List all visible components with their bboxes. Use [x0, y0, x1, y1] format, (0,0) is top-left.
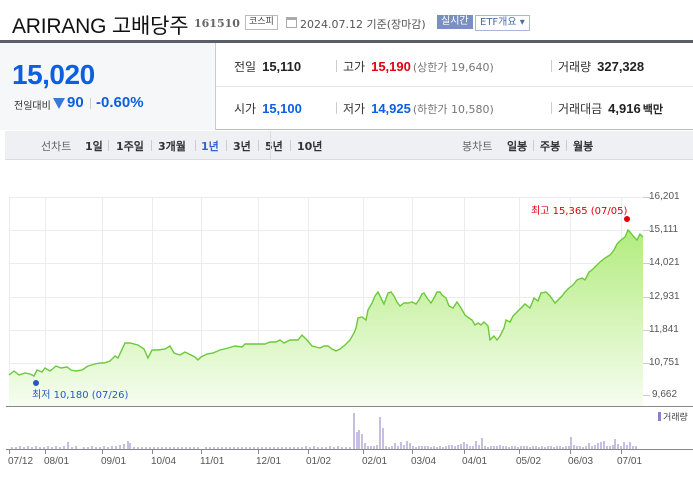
calendar-clock-icon: [286, 17, 297, 28]
price-line: [8, 228, 644, 377]
trade-amount: 거래대금 4,916 백만: [558, 100, 663, 117]
etf-overview-dropdown[interactable]: ETF개요 ▾: [475, 15, 530, 31]
x-tick-label: 02/01: [362, 456, 388, 467]
y-tick-label: 14,021: [649, 257, 680, 268]
chart-period-bar: 선차트 1일 1주일 3개월 1년 3년 5년 10년 봉차트 일봉 주봉 월봉: [5, 131, 693, 160]
prev-close-value: 15,110: [262, 59, 302, 74]
divider: [551, 60, 552, 72]
y-tick-marks: [643, 197, 650, 396]
volume-legend: 거래량: [658, 410, 688, 423]
divider: [151, 140, 152, 151]
x-tick-label: 07/01: [617, 456, 643, 467]
price-area: [9, 230, 643, 406]
high-marker: [624, 216, 630, 222]
divider: [270, 131, 271, 160]
header-divider: [0, 40, 693, 43]
divider: [108, 140, 109, 151]
legend-swatch: [658, 412, 661, 421]
period-1d[interactable]: 1일: [85, 140, 103, 153]
triangle-down-icon: [53, 98, 65, 109]
lower-limit: (하한가 10,580): [412, 103, 494, 116]
realtime-button[interactable]: 실시간: [437, 15, 473, 29]
change-value: 90: [67, 94, 84, 111]
period-3y[interactable]: 3년: [233, 140, 251, 153]
high-value: 15,190: [371, 59, 411, 74]
low-label: 저가: [343, 102, 366, 116]
change-label: 전일대비: [14, 101, 51, 112]
candle-monthly[interactable]: 월봉: [573, 140, 594, 153]
x-tick-marks: [9, 449, 622, 454]
quote-panel: 15,020 전일대비 90 -0.60% 전일 15,110 시가 15,100 …: [0, 43, 693, 130]
current-price-box: 15,020 전일대비 90 -0.60%: [0, 43, 216, 130]
period-1w[interactable]: 1주일: [116, 140, 144, 153]
low-marker: [33, 380, 39, 386]
x-tick-label: 08/01: [44, 456, 70, 467]
open-value: 15,100: [262, 101, 302, 116]
divider: [195, 140, 196, 151]
x-tick-label: 03/04: [411, 456, 437, 467]
period-1y[interactable]: 1년: [201, 140, 219, 153]
low-annotation: 최저 10,180 (07/26): [32, 390, 129, 401]
x-tick-label: 05/02: [516, 456, 542, 467]
prev-close: 전일 15,110: [234, 58, 301, 75]
etf-code: 161510: [194, 17, 240, 30]
divider: [533, 140, 534, 151]
divider: [90, 98, 91, 109]
candle-weekly[interactable]: 주봉: [540, 140, 561, 153]
y-tick-label: 11,841: [649, 324, 679, 335]
amount-unit: 백만: [642, 103, 663, 116]
as-of-date: 2024.07.12 기준(장마감): [300, 18, 426, 31]
y-tick-label: 9,662: [652, 389, 678, 400]
open-label: 시가: [234, 102, 257, 116]
divider: [336, 102, 337, 114]
x-tick-label: 04/01: [462, 456, 488, 467]
market-badge: 코스피: [245, 15, 278, 30]
x-tick-label: 06/03: [568, 456, 594, 467]
candle-daily[interactable]: 일봉: [507, 140, 528, 153]
volume-label: 거래량: [558, 60, 592, 74]
divider: [226, 140, 227, 151]
divider: [551, 102, 552, 114]
high-annotation: 최고 15,365 (07/05): [531, 206, 628, 217]
current-price: 15,020: [12, 59, 95, 90]
high-label: 고가: [343, 60, 366, 74]
change-percent: -0.60%: [96, 94, 144, 111]
divider: [258, 140, 259, 151]
x-tick-label: 09/01: [101, 456, 127, 467]
volume-value: 327,328: [597, 59, 645, 74]
period-10y[interactable]: 10년: [297, 140, 323, 153]
period-3m[interactable]: 3개월: [158, 140, 186, 153]
prev-close-label: 전일: [234, 60, 257, 74]
period-5y[interactable]: 5년: [265, 140, 283, 153]
x-tick-label: 07/12: [8, 456, 34, 467]
price-chart[interactable]: 16,201 15,111 14,021 12,931 11,841 10,75…: [0, 160, 693, 477]
y-tick-label: 12,931: [649, 291, 680, 302]
y-tick-label: 10,751: [649, 357, 680, 368]
upper-limit: (상한가 19,640): [412, 61, 494, 74]
low-price: 저가 14,925 (하한가 10,580): [343, 100, 494, 117]
volume-legend-label: 거래량: [663, 413, 688, 423]
line-chart-label: 선차트: [41, 140, 72, 153]
divider: [336, 60, 337, 72]
candle-chart-label: 봉차트: [462, 140, 493, 153]
etf-title: ARIRANG 고배당주: [12, 15, 189, 38]
x-tick-label: 01/02: [306, 456, 332, 467]
amount-value: 4,916: [608, 101, 641, 116]
low-value: 14,925: [371, 101, 411, 116]
volume: 거래량 327,328: [558, 58, 644, 75]
row-divider: [216, 86, 693, 87]
divider: [290, 140, 291, 151]
high-price: 고가 15,190 (상한가 19,640): [343, 58, 494, 75]
price-chart-svg: [6, 197, 693, 454]
divider: [566, 140, 567, 151]
volume-bars: [11, 413, 637, 449]
x-tick-label: 12/01: [256, 456, 282, 467]
header: ARIRANG 고배당주 161510 코스피 2024.07.12 기준(장마…: [0, 0, 693, 40]
open-price: 시가 15,100: [234, 100, 302, 117]
y-tick-label: 15,111: [649, 224, 679, 235]
x-tick-label: 11/01: [200, 456, 225, 467]
amount-label: 거래대금: [558, 102, 603, 116]
x-tick-label: 10/04: [151, 456, 177, 467]
y-tick-label: 16,201: [649, 191, 680, 202]
